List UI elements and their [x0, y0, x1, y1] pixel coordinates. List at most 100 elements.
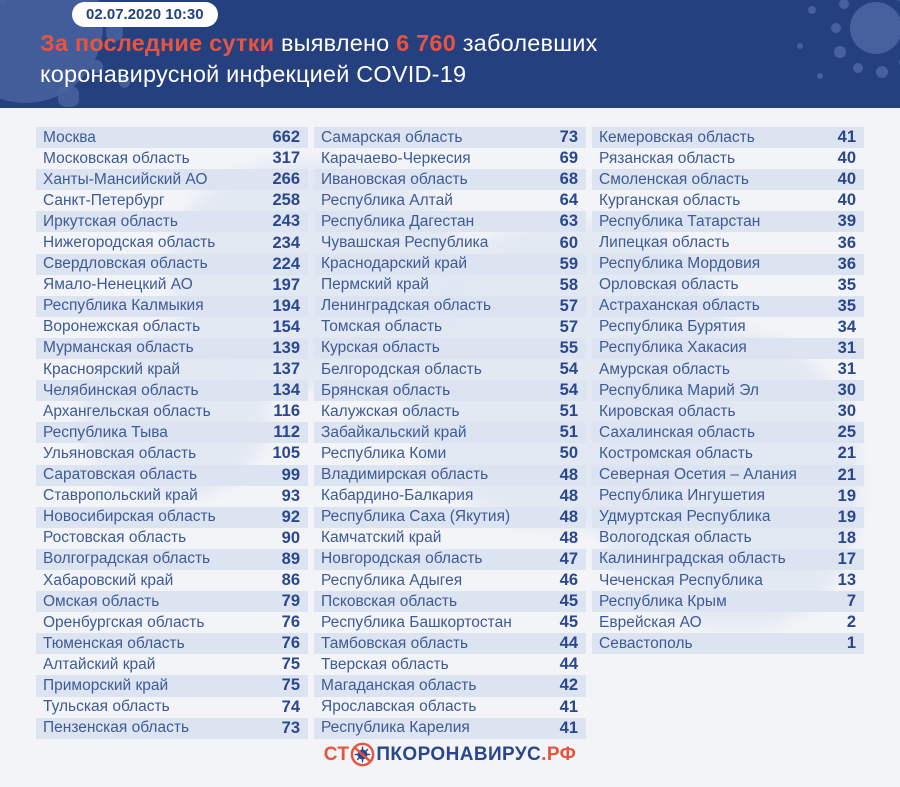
table-row: Челябинская область 134	[36, 380, 308, 402]
region-count: 34	[837, 317, 856, 336]
region-count: 89	[281, 549, 300, 568]
region-count: 662	[272, 128, 300, 147]
region-name: Ханты-Мансийский АО	[43, 170, 208, 188]
region-name: Севастополь	[599, 634, 693, 652]
region-name: Рязанская область	[599, 149, 736, 167]
date-badge: 02.07.2020 10:30	[72, 2, 218, 27]
region-name: Республика Татарстан	[599, 212, 761, 230]
table-row: Удмуртская Республика 19	[592, 506, 864, 528]
region-name: Чувашская Республика	[321, 234, 489, 252]
region-name: Ярославская область	[321, 698, 477, 716]
region-count: 36	[837, 254, 856, 273]
region-name: Воронежская область	[43, 318, 201, 336]
region-name: Приморский край	[43, 676, 169, 694]
region-name: Республика Алтай	[321, 191, 453, 209]
region-count: 44	[559, 655, 578, 674]
region-name: Московская область	[43, 149, 190, 167]
table-row: Республика Адыгея 46	[314, 570, 586, 591]
region-name: Кировская область	[599, 402, 736, 420]
region-count: 68	[559, 170, 578, 189]
region-name: Свердловская область	[43, 255, 208, 273]
region-count: 105	[272, 444, 300, 463]
region-name: Ставропольский край	[43, 487, 198, 505]
region-count: 7	[846, 592, 856, 611]
region-count: 57	[559, 317, 578, 336]
logo-text-main: ПКОРОНАВИРУС	[376, 743, 542, 765]
region-count: 73	[281, 718, 300, 737]
table-row: Чеченская Республика 13	[592, 570, 864, 591]
table-row: Ярославская область 41	[314, 697, 586, 718]
region-count: 47	[559, 549, 578, 568]
region-count: 48	[559, 486, 578, 505]
region-name: Томская область	[321, 318, 443, 336]
region-name: Тамбовская область	[321, 634, 469, 652]
table-row: Республика Дагестан 63	[314, 211, 586, 233]
region-name: Брянская область	[321, 381, 451, 399]
region-column-2: Самарская область 73 Карачаево-Черкесия 69 И…	[314, 127, 586, 739]
region-name: Тульская область	[43, 698, 170, 716]
region-name: Санкт-Петербург	[43, 191, 165, 209]
region-name: Костромская область	[599, 444, 753, 462]
region-name: Кемеровская область	[599, 128, 755, 146]
region-name: Удмуртская Республика	[599, 508, 771, 526]
region-name: Тверская область	[321, 655, 449, 673]
table-row: Владимирская область 48	[314, 464, 586, 486]
region-name: Кабардино-Балкария	[321, 487, 474, 505]
region-count: 54	[559, 381, 578, 400]
region-name: Республика Коми	[321, 444, 447, 462]
region-count: 41	[837, 128, 856, 147]
region-count: 258	[272, 191, 300, 210]
region-count: 31	[837, 360, 856, 379]
region-count: 45	[559, 592, 578, 611]
table-row: Республика Марий Эл 30	[592, 380, 864, 402]
region-count: 112	[273, 423, 300, 442]
region-count: 50	[559, 444, 578, 463]
region-name: Нижегородская область	[43, 234, 216, 252]
region-name: Сахалинская область	[599, 423, 756, 441]
region-table: Москва 662 Московская область 317 Ханты-Манс…	[36, 127, 864, 739]
region-count: 92	[281, 507, 300, 526]
table-row: Тульская область 74	[36, 697, 308, 718]
region-name: Алтайский край	[43, 655, 156, 673]
region-name: Калужская область	[321, 402, 460, 420]
table-row: Кировская область 30	[592, 401, 864, 422]
region-name: Смоленская область	[599, 170, 749, 188]
region-count: 116	[273, 402, 300, 421]
table-row: Новосибирская область 92	[36, 506, 308, 528]
region-count: 69	[559, 149, 578, 168]
region-name: Забайкальский край	[321, 423, 467, 441]
region-count: 154	[272, 317, 300, 336]
region-name: Псковская область	[321, 592, 458, 610]
table-row: Томская область 57	[314, 317, 586, 338]
region-count: 1	[846, 634, 856, 653]
region-count: 40	[837, 170, 856, 189]
table-row: Забайкальский край 51	[314, 422, 586, 444]
region-count: 317	[272, 149, 300, 168]
table-row: Республика Мордовия 36	[592, 253, 864, 275]
table-row: Курская область 55	[314, 337, 586, 360]
table-row: Приморский край 75	[36, 675, 308, 697]
headline-mid: выявлено	[274, 30, 397, 56]
stopcoronavirus-logo[interactable]: СТ ПКОРОНАВИРУС .РФ	[0, 742, 900, 767]
region-name: Новосибирская область	[43, 508, 216, 526]
region-name: Республика Башкортостан	[321, 613, 512, 631]
logo-text-rf: .РФ	[541, 743, 577, 765]
table-row: Республика Саха (Якутия) 48	[314, 506, 586, 528]
table-row: Пермский край 58	[314, 275, 586, 296]
region-count: 75	[281, 655, 300, 674]
region-count: 197	[272, 275, 300, 294]
region-name: Ленинградская область	[321, 297, 492, 315]
region-name: Ямало-Ненецкий АО	[43, 276, 193, 294]
table-row: Мурманская область 139	[36, 337, 308, 360]
table-row: Республика Ингушетия 19	[592, 486, 864, 507]
region-count: 48	[559, 507, 578, 526]
region-count: 30	[837, 381, 856, 400]
region-count: 35	[837, 275, 856, 294]
region-name: Орловская область	[599, 276, 739, 294]
table-row: Костромская область 21	[592, 443, 864, 464]
region-count: 17	[837, 549, 856, 568]
table-row: Ростовская область 90	[36, 528, 308, 549]
headline-accent: За последние сутки	[40, 30, 275, 56]
table-row: Самарская область 73	[314, 127, 586, 149]
region-name: Липецкая область	[599, 234, 730, 252]
